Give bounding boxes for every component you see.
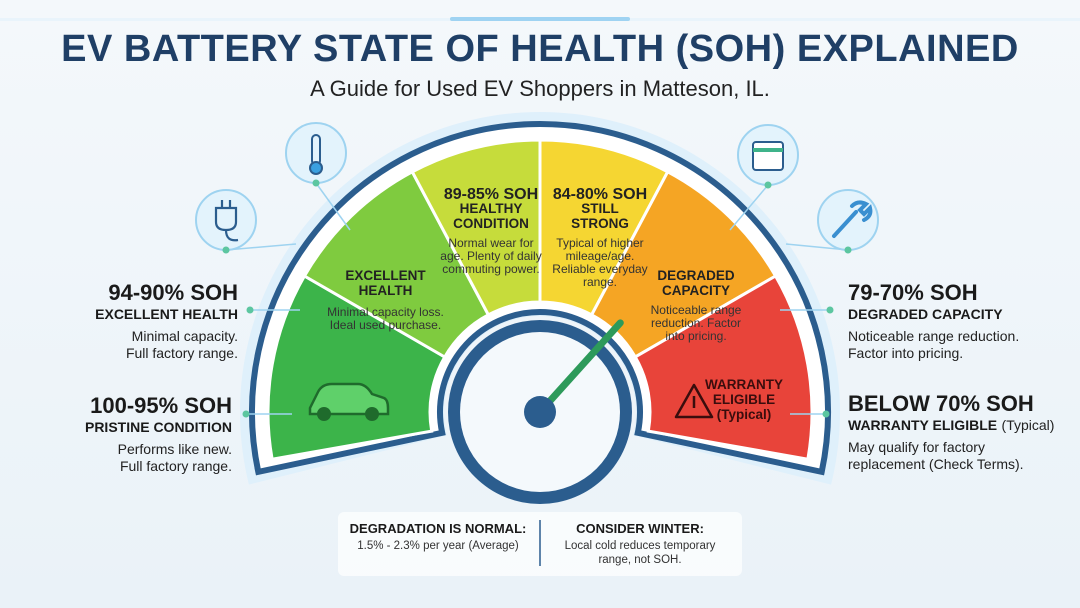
left-label: 100-95% SOH PRISTINE CONDITION Performs … (30, 393, 232, 475)
connector (315, 182, 351, 231)
footer-text: Local cold reduces temporary range, not … (564, 540, 716, 566)
label-range: 100-95% SOH (90, 393, 232, 418)
thermometer-bulb (309, 161, 323, 175)
label-text: Minimal capacity. Full factory range. (125, 328, 238, 361)
segment-strong: 84-80% SOH STILL STRONG Typical of higher … (548, 186, 652, 289)
car-wheel (365, 407, 379, 421)
connector-dot (822, 410, 830, 418)
wrench-icon (832, 200, 873, 238)
right-label: 79-70% SOH DEGRADED CAPACITY Noticeable … (848, 280, 1048, 362)
needle (536, 319, 624, 416)
segment-text: Minimal capacity loss. Ideal used purcha… (327, 305, 444, 332)
label-text: Noticeable range reduction. Factor into … (848, 328, 1020, 361)
plug-icon (214, 200, 239, 242)
title: EV BATTERY STATE OF HEALTH (SOH) EXPLAIN… (61, 28, 1019, 70)
connector (729, 184, 769, 231)
footer-item: DEGRADATION IS NORMAL: 1.5% - 2.3% per ye… (340, 521, 536, 553)
segment-text: Normal wear for age. Plenty of daily com… (440, 236, 542, 276)
segment-heading: DEGRADED CAPACITY (657, 268, 735, 298)
segment-degraded: DEGRADED CAPACITY Noticeable range reduct… (640, 268, 752, 343)
connector-dot (764, 181, 772, 189)
segment-excellent: EXCELLENT HEALTH Minimal capacity loss. I… (318, 268, 453, 332)
segment-warranty: WARRANTY ELIGIBLE (Typical) (705, 377, 783, 422)
icon-bubble (195, 189, 257, 251)
label-text: May qualify for factory replacement (Che… (848, 439, 1024, 472)
label-range: 94-90% SOH (108, 280, 238, 305)
warning-icon (674, 383, 714, 419)
top-accent (450, 17, 630, 21)
label-heading: EXCELLENT HEALTH (95, 306, 238, 322)
car-icon (308, 382, 390, 416)
connector-dot (222, 246, 230, 254)
footer-heading: DEGRADATION IS NORMAL: (349, 521, 527, 536)
right-label: BELOW 70% SOH WARRANTY ELIGIBLE (Typical… (848, 391, 1068, 473)
needle-hub (524, 396, 556, 428)
label-range: BELOW 70% SOH (848, 391, 1034, 416)
segment-heading: WARRANTY ELIGIBLE (Typical) (705, 377, 783, 422)
label-text: Performs like new. Full factory range. (117, 441, 232, 474)
footer-heading: CONSIDER WINTER: (576, 521, 704, 536)
segment-range: 89-85% SOH (443, 186, 539, 203)
segment-heading: STILL STRONG (571, 201, 629, 231)
connector-dot (242, 410, 250, 418)
segment-heading: EXCELLENT HEALTH (345, 268, 426, 298)
footer-text: 1.5% - 2.3% per year (Average) (357, 540, 519, 552)
segment-heading: HEALTHY CONDITION (453, 201, 529, 231)
segment-text: Typical of higher mileage/age. Reliable … (552, 236, 648, 289)
left-label: 94-90% SOH EXCELLENT HEALTH Minimal capa… (30, 280, 238, 362)
connector-dot (826, 306, 834, 314)
label-heading: PRISTINE CONDITION (84, 419, 232, 435)
connector (225, 243, 297, 251)
segment-range: 84-80% SOH (552, 186, 648, 203)
calendar-icon (752, 141, 784, 171)
subtitle: A Guide for Used EV Shoppers in Matteson… (310, 76, 770, 101)
label-heading: WARRANTY ELIGIBLE (848, 417, 998, 433)
label-note: (Typical) (1001, 417, 1055, 433)
connector-dot (246, 306, 254, 314)
connector (785, 243, 849, 251)
label-heading: DEGRADED CAPACITY (848, 306, 1003, 322)
car-wheel (317, 407, 331, 421)
footer-item: CONSIDER WINTER: Local cold reduces tempo… (552, 521, 728, 567)
segment-text: Noticeable range reduction. Factor into … (650, 303, 742, 343)
connector-dot (844, 246, 852, 254)
segment-healthy: 89-85% SOH HEALTHY CONDITION Normal wear f… (440, 186, 542, 276)
connector-dot (312, 179, 320, 187)
label-range: 79-70% SOH (848, 280, 978, 305)
